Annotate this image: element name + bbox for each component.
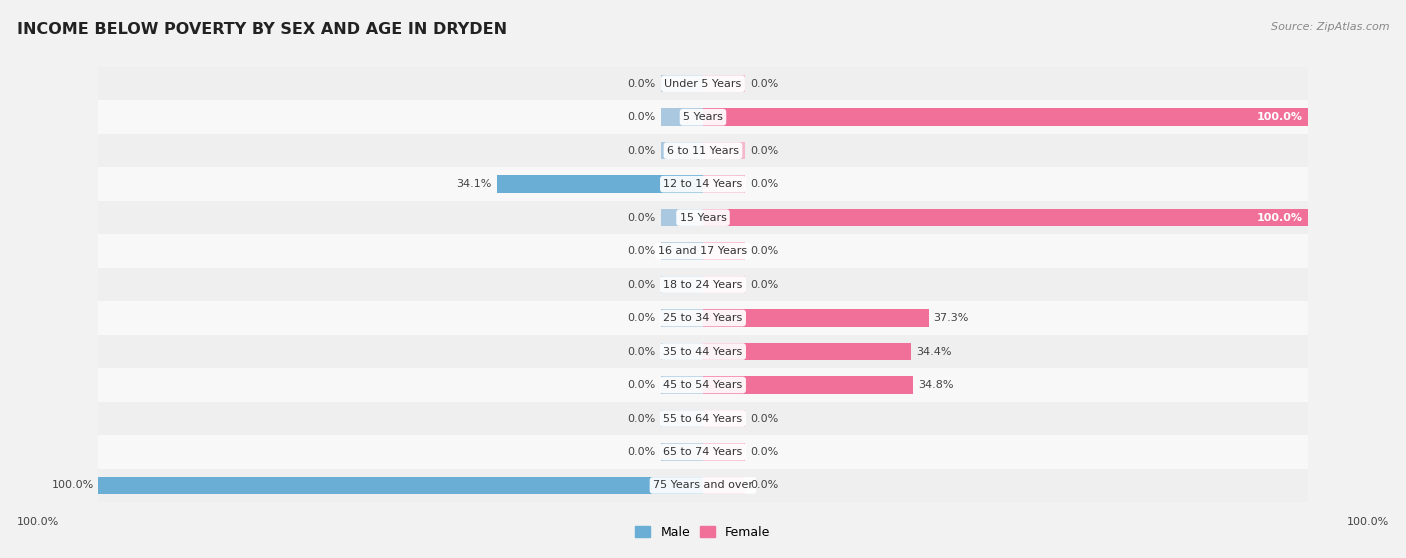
Bar: [661, 376, 703, 394]
Text: 0.0%: 0.0%: [627, 413, 655, 424]
Text: 16 and 17 Years: 16 and 17 Years: [658, 246, 748, 256]
Text: 0.0%: 0.0%: [751, 246, 779, 256]
Bar: [98, 67, 1308, 100]
Text: 37.3%: 37.3%: [934, 313, 969, 323]
Bar: [98, 167, 1308, 201]
Bar: [98, 201, 1308, 234]
Bar: [703, 443, 745, 461]
Text: 65 to 74 Years: 65 to 74 Years: [664, 447, 742, 457]
Text: 0.0%: 0.0%: [751, 179, 779, 189]
Bar: [661, 209, 703, 227]
Bar: [98, 100, 1308, 134]
Bar: [661, 75, 703, 93]
Text: 5 Years: 5 Years: [683, 112, 723, 122]
Text: Under 5 Years: Under 5 Years: [665, 79, 741, 89]
Text: 0.0%: 0.0%: [627, 246, 655, 256]
Bar: [661, 276, 703, 294]
Text: 100.0%: 100.0%: [1257, 213, 1303, 223]
Bar: [98, 301, 1308, 335]
Text: 0.0%: 0.0%: [751, 280, 779, 290]
Text: 100.0%: 100.0%: [17, 517, 59, 527]
Bar: [98, 368, 1308, 402]
Text: INCOME BELOW POVERTY BY SEX AND AGE IN DRYDEN: INCOME BELOW POVERTY BY SEX AND AGE IN D…: [17, 22, 508, 37]
Bar: [496, 175, 703, 193]
Bar: [661, 142, 703, 160]
Bar: [98, 402, 1308, 435]
Bar: [98, 477, 703, 494]
Bar: [703, 175, 745, 193]
Text: 12 to 14 Years: 12 to 14 Years: [664, 179, 742, 189]
Text: 34.8%: 34.8%: [918, 380, 953, 390]
Bar: [703, 410, 745, 427]
Text: 0.0%: 0.0%: [751, 413, 779, 424]
Text: 0.0%: 0.0%: [627, 213, 655, 223]
Bar: [703, 477, 745, 494]
Text: 15 Years: 15 Years: [679, 213, 727, 223]
Text: 0.0%: 0.0%: [627, 347, 655, 357]
Bar: [703, 376, 914, 394]
Text: 25 to 34 Years: 25 to 34 Years: [664, 313, 742, 323]
Text: 0.0%: 0.0%: [751, 79, 779, 89]
Text: 55 to 64 Years: 55 to 64 Years: [664, 413, 742, 424]
Text: 18 to 24 Years: 18 to 24 Years: [664, 280, 742, 290]
Bar: [98, 435, 1308, 469]
Bar: [661, 410, 703, 427]
Text: 75 Years and over: 75 Years and over: [652, 480, 754, 490]
Text: 34.4%: 34.4%: [915, 347, 952, 357]
Bar: [703, 343, 911, 360]
Text: 0.0%: 0.0%: [627, 146, 655, 156]
Text: 0.0%: 0.0%: [627, 112, 655, 122]
Bar: [703, 108, 1308, 126]
Text: 6 to 11 Years: 6 to 11 Years: [666, 146, 740, 156]
Text: 100.0%: 100.0%: [1347, 517, 1389, 527]
Bar: [703, 242, 745, 260]
Text: 0.0%: 0.0%: [627, 79, 655, 89]
Text: 0.0%: 0.0%: [751, 480, 779, 490]
Text: 100.0%: 100.0%: [52, 480, 94, 490]
Bar: [661, 242, 703, 260]
Text: 34.1%: 34.1%: [457, 179, 492, 189]
Bar: [98, 234, 1308, 268]
Text: 0.0%: 0.0%: [751, 447, 779, 457]
Bar: [661, 108, 703, 126]
Bar: [703, 142, 745, 160]
Bar: [703, 209, 1308, 227]
Text: 0.0%: 0.0%: [627, 313, 655, 323]
Text: 0.0%: 0.0%: [627, 447, 655, 457]
Bar: [661, 443, 703, 461]
Text: 35 to 44 Years: 35 to 44 Years: [664, 347, 742, 357]
Text: Source: ZipAtlas.com: Source: ZipAtlas.com: [1271, 22, 1389, 32]
Bar: [703, 309, 928, 327]
Legend: Male, Female: Male, Female: [630, 521, 776, 544]
Bar: [98, 469, 1308, 502]
Bar: [703, 276, 745, 294]
Bar: [98, 268, 1308, 301]
Bar: [703, 75, 745, 93]
Text: 0.0%: 0.0%: [627, 280, 655, 290]
Bar: [661, 309, 703, 327]
Text: 45 to 54 Years: 45 to 54 Years: [664, 380, 742, 390]
Text: 0.0%: 0.0%: [627, 380, 655, 390]
Text: 0.0%: 0.0%: [751, 146, 779, 156]
Text: 100.0%: 100.0%: [1257, 112, 1303, 122]
Bar: [98, 134, 1308, 167]
Bar: [661, 343, 703, 360]
Bar: [98, 335, 1308, 368]
